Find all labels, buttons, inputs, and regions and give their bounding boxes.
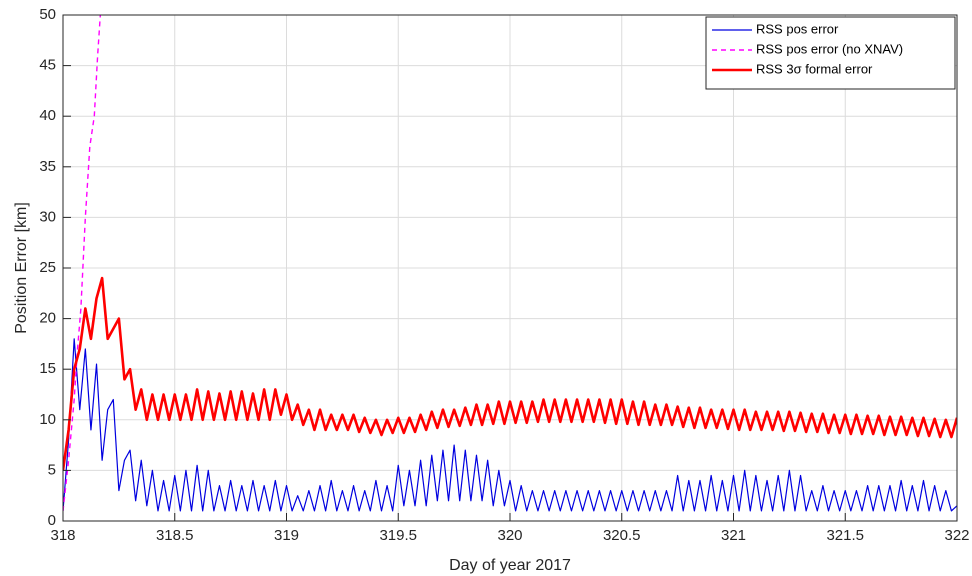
- x-tick-label: 319.5: [379, 527, 417, 544]
- y-tick-label: 20: [39, 310, 56, 327]
- y-tick-label: 30: [39, 208, 56, 225]
- line-series: [63, 15, 102, 511]
- x-tick-label: 321: [721, 527, 746, 544]
- x-tick-label: 318: [50, 527, 75, 544]
- x-tick-label: 322: [944, 527, 969, 544]
- y-tick-label: 50: [39, 6, 56, 23]
- y-tick-label: 5: [48, 461, 56, 478]
- line-series: [63, 338, 957, 512]
- legend-label: RSS pos error (no XNAV): [756, 41, 903, 56]
- x-tick-label: 318.5: [156, 527, 194, 544]
- legend-label: RSS 3σ formal error: [756, 61, 873, 76]
- y-tick-label: 45: [39, 57, 56, 74]
- y-axis-label: Position Error [km]: [13, 202, 30, 334]
- y-tick-label: 10: [39, 411, 56, 428]
- x-tick-label: 320: [497, 527, 522, 544]
- line-series: [63, 276, 957, 471]
- x-tick-label: 319: [274, 527, 299, 544]
- y-tick-label: 25: [39, 259, 56, 276]
- y-tick-label: 15: [39, 360, 56, 377]
- x-tick-label: 321.5: [826, 527, 864, 544]
- x-tick-label: 320.5: [603, 527, 641, 544]
- y-tick-label: 35: [39, 158, 56, 175]
- ticks: 0 5 10 15 20 25 30 35 40 45 50 318 318.5 319 319.5 320 3…: [39, 6, 969, 544]
- x-axis-label: Day of year 2017: [449, 557, 571, 574]
- legend-label: RSS pos error: [756, 21, 839, 36]
- data: [63, 15, 957, 512]
- legend-box: [705, 16, 956, 90]
- y-tick-label: 40: [39, 107, 56, 124]
- legend: RSS pos error RSS pos error (no XNAV) RSS …: [705, 16, 956, 90]
- y-tick-label: 0: [48, 512, 56, 529]
